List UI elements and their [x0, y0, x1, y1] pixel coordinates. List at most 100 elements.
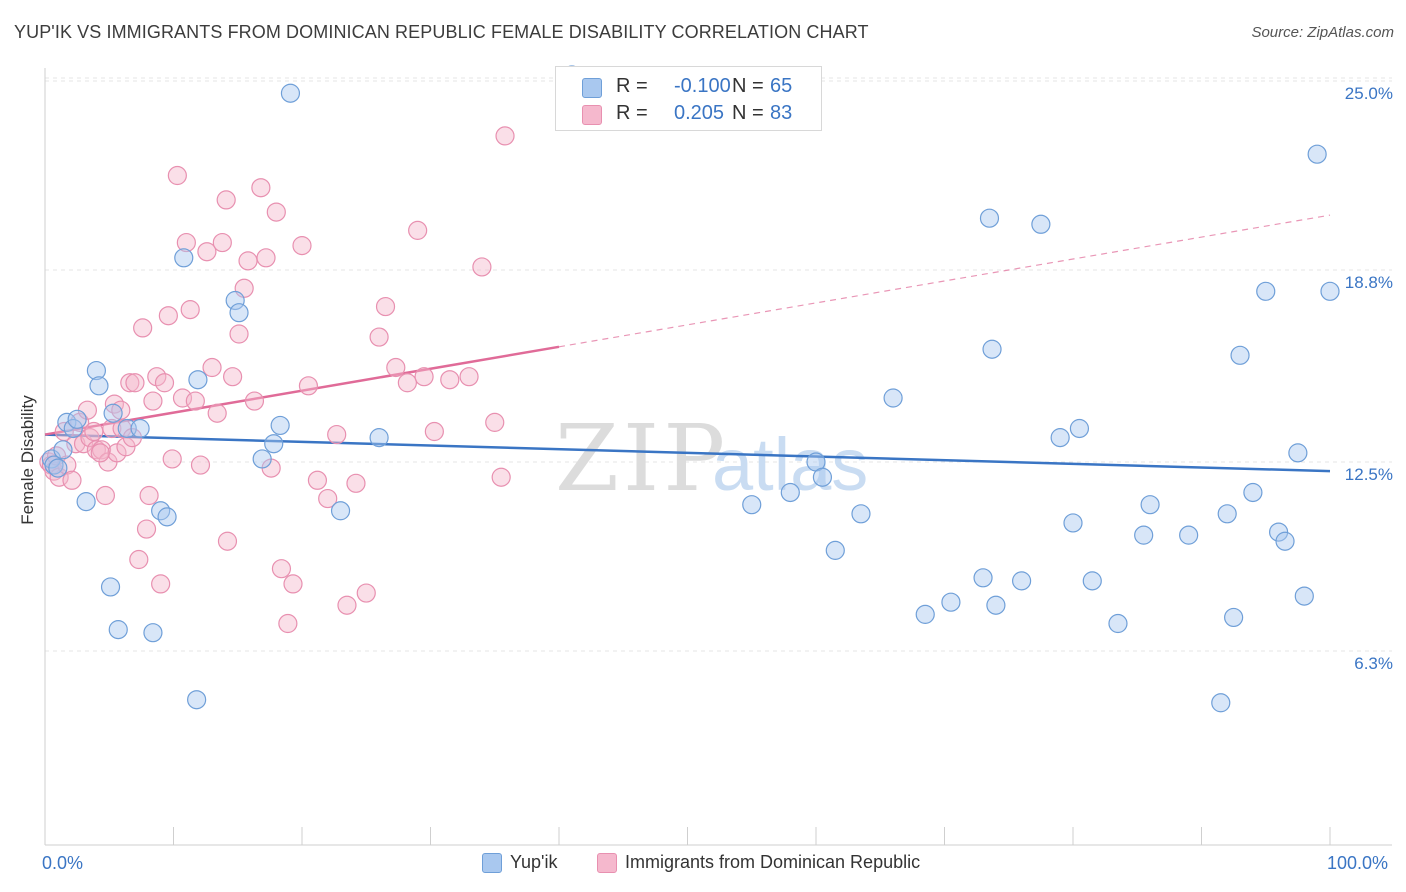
point-yupik: [1050, 428, 1070, 448]
correlation-legend: R = -0.100 N = 65 R = 0.205 N = 83: [555, 66, 822, 131]
point-dominican: [197, 242, 217, 262]
y-tick-label: 6.3%: [1354, 654, 1393, 673]
watermark-zip: ZIP: [555, 405, 729, 512]
point-dominican: [212, 232, 232, 253]
point-yupik: [1256, 281, 1276, 301]
point-yupik: [1211, 693, 1231, 713]
point-yupik: [264, 434, 284, 454]
point-yupik: [851, 504, 871, 524]
y-axis-label: Female Disability: [18, 395, 37, 525]
point-dominican: [337, 595, 357, 615]
point-yupik: [986, 595, 1006, 615]
point-dominican: [143, 391, 163, 411]
point-yupik: [174, 248, 194, 268]
point-dominican: [278, 613, 298, 634]
source-label: Source: ZipAtlas.com: [1251, 24, 1394, 41]
point-yupik: [915, 604, 935, 624]
point-yupik: [1134, 525, 1154, 545]
point-yupik: [1307, 144, 1327, 164]
point-dominican: [369, 327, 389, 347]
point-dominican: [485, 412, 505, 432]
point-dominican: [223, 367, 243, 387]
point-dominican: [292, 236, 312, 256]
point-dominican: [139, 485, 159, 506]
point-yupik: [67, 409, 87, 429]
trend-line-solid: [44, 433, 1331, 473]
point-yupik: [1288, 443, 1308, 463]
point-dominican: [136, 519, 157, 539]
y-tick-label: 18.8%: [1345, 273, 1393, 292]
y-tick-labels: 6.3% 12.5% 18.8% 25.0%: [1345, 84, 1393, 673]
point-dominican: [147, 367, 167, 387]
point-yupik: [48, 458, 68, 478]
point-yupik: [252, 449, 272, 469]
point-yupik: [780, 482, 800, 503]
point-dominican: [190, 455, 211, 475]
point-yupik: [1179, 525, 1199, 545]
point-dominican: [327, 424, 347, 445]
point-yupik: [188, 370, 208, 390]
bottom-legend-swatch-pink: [597, 853, 617, 873]
point-yupik: [89, 376, 109, 396]
data-points: [39, 65, 1340, 713]
point-dominican: [90, 443, 110, 463]
point-yupik: [1108, 613, 1128, 634]
point-dominican: [440, 370, 460, 390]
legend-r-value: 0.205: [674, 102, 725, 124]
point-dominican: [207, 403, 227, 423]
point-yupik: [76, 492, 96, 512]
point-yupik: [982, 339, 1002, 359]
point-yupik: [1275, 531, 1295, 551]
point-yupik: [973, 568, 993, 588]
legend-n-label: N =: [732, 75, 764, 97]
point-yupik: [270, 415, 290, 436]
y-tick-label: 25.0%: [1345, 84, 1393, 103]
chart-title: YUP'IK VS IMMIGRANTS FROM DOMINICAN REPU…: [14, 22, 869, 42]
point-yupik: [812, 467, 833, 487]
point-yupik: [100, 577, 121, 597]
bottom-legend-label: Immigrants from Dominican Republic: [625, 852, 921, 872]
point-yupik: [330, 501, 351, 521]
point-yupik: [1069, 418, 1090, 439]
watermark: ZIP atlas: [555, 405, 868, 512]
point-dominican: [154, 373, 175, 393]
point-dominican: [271, 559, 292, 579]
gridlines: [45, 77, 1392, 652]
point-yupik: [280, 83, 301, 103]
point-yupik: [229, 303, 249, 323]
point-yupik: [883, 388, 903, 408]
point-yupik: [1224, 607, 1244, 628]
point-dominican: [84, 421, 104, 442]
bottom-legend-label: Yup'ik: [510, 852, 558, 872]
point-dominican: [95, 485, 115, 506]
x-axis-min-label: 0.0%: [42, 853, 84, 873]
point-dominican: [397, 373, 417, 393]
point-dominican: [238, 251, 258, 271]
point-yupik: [1294, 586, 1314, 606]
point-dominican: [459, 367, 479, 387]
point-yupik: [1243, 482, 1263, 503]
point-dominican: [62, 470, 82, 490]
point-dominican: [491, 467, 511, 487]
point-yupik: [979, 208, 1000, 228]
legend-n-value: 65: [770, 75, 793, 97]
point-yupik: [143, 623, 163, 643]
point-dominican: [125, 373, 145, 393]
point-yupik: [1082, 571, 1102, 591]
point-yupik: [53, 440, 73, 460]
point-yupik: [187, 690, 207, 710]
point-dominican: [133, 318, 153, 338]
point-dominican: [283, 574, 303, 594]
point-dominican: [408, 220, 428, 240]
point-dominican: [298, 376, 319, 396]
axes: [44, 68, 1392, 846]
point-dominican: [129, 549, 149, 570]
point-dominican: [375, 296, 396, 317]
point-dominican: [424, 421, 444, 442]
point-dominican: [162, 449, 182, 469]
point-dominican: [217, 531, 238, 551]
point-yupik: [825, 540, 845, 560]
watermark-atlas: atlas: [712, 423, 868, 506]
point-yupik: [1230, 345, 1250, 365]
point-dominican: [180, 300, 200, 320]
